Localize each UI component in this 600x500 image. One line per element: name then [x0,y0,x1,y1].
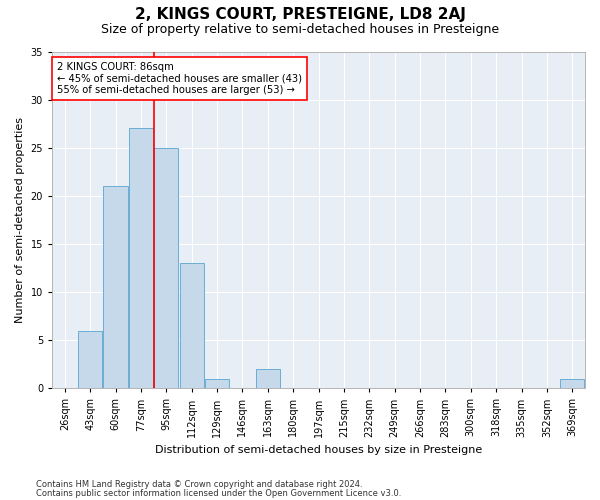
Y-axis label: Number of semi-detached properties: Number of semi-detached properties [15,117,25,323]
Text: Contains HM Land Registry data © Crown copyright and database right 2024.: Contains HM Land Registry data © Crown c… [36,480,362,489]
Text: Size of property relative to semi-detached houses in Presteigne: Size of property relative to semi-detach… [101,22,499,36]
Text: 2 KINGS COURT: 86sqm
← 45% of semi-detached houses are smaller (43)
55% of semi-: 2 KINGS COURT: 86sqm ← 45% of semi-detac… [58,62,302,95]
Bar [154,148,178,388]
Bar [78,330,102,388]
Text: 2, KINGS COURT, PRESTEIGNE, LD8 2AJ: 2, KINGS COURT, PRESTEIGNE, LD8 2AJ [134,8,466,22]
Bar [179,263,204,388]
X-axis label: Distribution of semi-detached houses by size in Presteigne: Distribution of semi-detached houses by … [155,445,482,455]
Bar [205,378,229,388]
Bar [103,186,128,388]
Text: Contains public sector information licensed under the Open Government Licence v3: Contains public sector information licen… [36,489,401,498]
Bar [256,369,280,388]
Bar [129,128,153,388]
Bar [560,378,584,388]
